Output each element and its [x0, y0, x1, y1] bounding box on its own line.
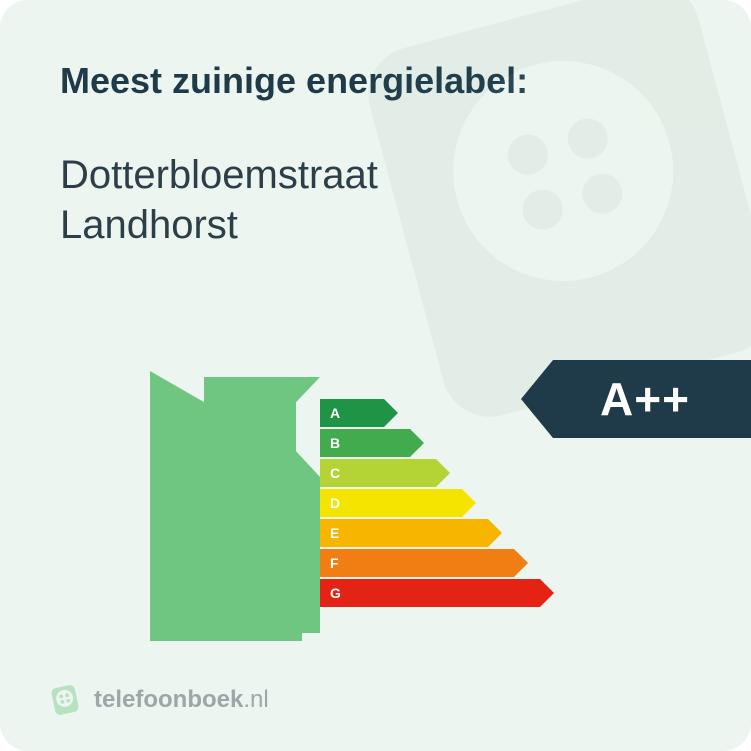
- address-line-1: Dotterbloemstraat: [60, 150, 691, 200]
- address-block: Dotterbloemstraat Landhorst: [60, 150, 691, 250]
- rating-tag: A++: [521, 360, 751, 438]
- energy-bar-label: D: [330, 495, 340, 511]
- house-shape: [150, 371, 320, 641]
- energy-bar-label: B: [330, 435, 340, 451]
- energy-bar-a: A: [320, 399, 398, 427]
- energy-bar-label: A: [330, 405, 340, 421]
- footer-brand-text: telefoonboek.nl: [94, 686, 269, 714]
- footer-brand-name: telefoonboek: [94, 686, 243, 713]
- footer-brand: telefoonboek.nl: [48, 683, 269, 717]
- energy-bar-c: C: [320, 459, 450, 487]
- card-title: Meest zuinige energielabel:: [60, 60, 691, 102]
- energy-bar-g: G: [320, 579, 554, 607]
- energy-bar-b: B: [320, 429, 424, 457]
- address-line-2: Landhorst: [60, 200, 691, 250]
- energy-bar-d: D: [320, 489, 476, 517]
- energy-bar-shape: [320, 489, 476, 517]
- energy-label-card: Meest zuinige energielabel: Dotterbloems…: [0, 0, 751, 751]
- footer-brand-tld: .nl: [243, 686, 268, 713]
- rating-value: A++: [600, 372, 690, 426]
- energy-bar-label: E: [330, 525, 339, 541]
- energy-bar-label: C: [330, 465, 340, 481]
- energy-bar-shape: [320, 549, 528, 577]
- phonebook-logo-icon: [48, 683, 82, 717]
- energy-bar-shape: [320, 579, 554, 607]
- energy-bar-e: E: [320, 519, 502, 547]
- energy-bar-f: F: [320, 549, 528, 577]
- energy-bar-label: F: [330, 555, 339, 571]
- energy-bar-shape: [320, 519, 502, 547]
- energy-bar-label: G: [330, 585, 341, 601]
